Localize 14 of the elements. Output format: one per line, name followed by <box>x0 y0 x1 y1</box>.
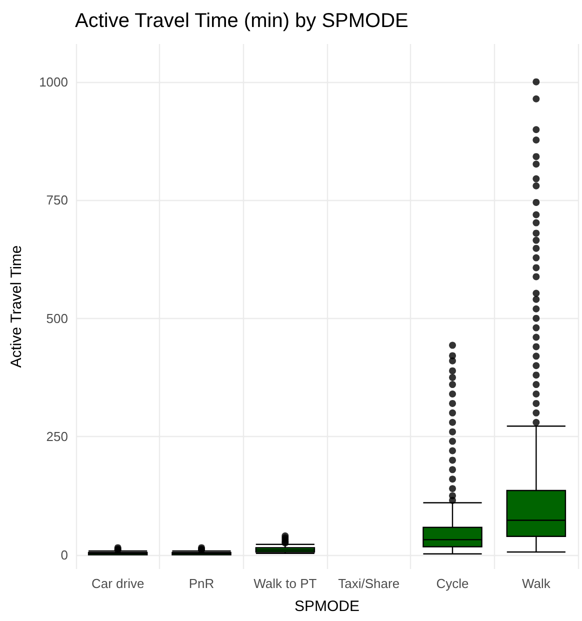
y-tick-label: 750 <box>46 192 68 208</box>
x-tick-label: Walk <box>522 576 551 591</box>
x-tick-label: PnR <box>188 576 214 591</box>
x-tick-label: Cycle <box>436 576 469 591</box>
y-tick-label: 0 <box>60 547 68 562</box>
y-tick-label: 1000 <box>39 74 68 90</box>
x-tick-label: Car drive <box>91 576 144 591</box>
x-tick-label: Walk to PT <box>254 576 317 591</box>
y-tick-label: 500 <box>46 310 68 326</box>
x-tick-label: Taxi/Share <box>338 576 400 591</box>
x-axis-title: SPMODE <box>294 598 360 615</box>
chart-title: Active Travel Time (min) by SPMODE <box>75 10 408 32</box>
y-axis-title: Active Travel Time <box>8 245 25 368</box>
y-tick-label: 250 <box>46 429 68 444</box>
